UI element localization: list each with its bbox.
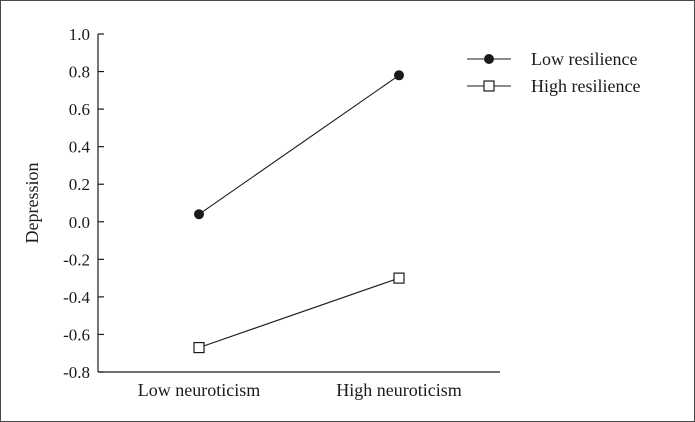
legend-label-1: High resilience [531, 76, 640, 96]
y-tick-label: -0.2 [63, 250, 90, 269]
y-axis-title: Depression [22, 163, 42, 244]
legend-label-0: Low resilience [531, 49, 637, 69]
y-tick-label: 1.0 [69, 25, 90, 44]
data-point-low-resilience [194, 209, 204, 220]
legend-marker-filled-circle [484, 54, 494, 64]
y-tick-label: -0.8 [63, 363, 90, 382]
data-point-high-resilience [393, 272, 405, 284]
y-tick-label: -0.4 [63, 288, 90, 307]
y-tick-label: -0.6 [63, 325, 90, 344]
series-line-1 [198, 277, 400, 349]
x-category-label: High neuroticism [336, 380, 461, 400]
y-tick-label: 0.8 [69, 63, 90, 82]
y-tick-label: 0.2 [69, 175, 90, 194]
y-tick-label: 0.0 [69, 213, 90, 232]
data-point-low-resilience [394, 70, 404, 81]
data-point-high-resilience [193, 341, 205, 354]
x-category-label: Low neuroticism [138, 380, 260, 400]
y-tick-label: 0.4 [69, 138, 91, 157]
y-tick-label: 0.6 [69, 100, 90, 119]
series-line-0 [198, 74, 400, 215]
legend-marker-open-square [483, 80, 495, 92]
